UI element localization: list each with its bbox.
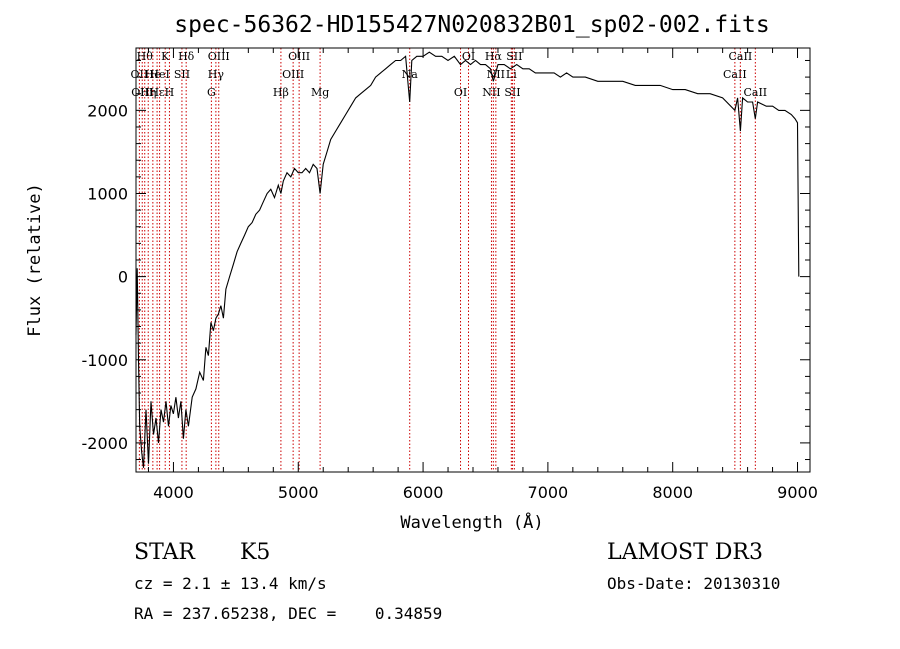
y-axis-label: Flux (relative) — [25, 183, 45, 337]
line-marker-label-4: He — [145, 68, 161, 81]
object-subclass: K5 — [240, 540, 271, 565]
x-tick-label-0: 4000 — [153, 483, 194, 502]
line-markers: OII OIII Hθ Hη He Hε HeI K H SII Hδ G Hγ OIII Hβ OIII OI… — [131, 48, 767, 472]
line-marker-label-19: OI — [454, 86, 467, 99]
line-marker-label-23: NII — [487, 68, 505, 81]
object-class: STAR — [134, 540, 195, 565]
line-marker-label-21: NII — [482, 86, 500, 99]
line-marker-label-24: Li — [506, 68, 517, 81]
line-marker-label-3: Hη — [140, 86, 156, 99]
line-marker-label-10: Hδ — [178, 50, 195, 63]
line-marker-label-6: HeI — [149, 68, 169, 81]
y-tick-label-2: 0 — [118, 268, 128, 287]
y-tick-label-0: -2000 — [82, 434, 129, 453]
axes: 4000 5000 6000 7000 8000 9000 -2000 -1000 0 1000 2… — [82, 48, 818, 502]
line-marker-label-18: Na — [402, 68, 419, 81]
line-marker-label-5: Hε — [149, 86, 165, 99]
plot-frame — [135, 47, 811, 473]
obs-date-text: Obs-Date: 20130310 — [607, 574, 781, 593]
line-marker-label-27: CaII — [723, 68, 747, 81]
line-marker-label-29: CaII — [743, 86, 767, 99]
line-marker-label-16: OIII — [288, 50, 310, 63]
chart-title: spec-56362-HD155427N020832B01_sp02-002.f… — [174, 12, 769, 38]
line-marker-label-7: K — [161, 50, 170, 63]
line-marker-label-11: G — [207, 86, 216, 99]
line-marker-label-8: H — [165, 86, 175, 99]
survey-name: LAMOST DR3 — [607, 540, 763, 565]
radec-text: RA = 237.65238, DEC = 0.34859 — [134, 604, 443, 623]
x-axis-label: Wavelength (Å) — [400, 511, 543, 533]
line-marker-label-12: Hγ — [208, 68, 225, 81]
x-tick-label-2: 6000 — [403, 483, 444, 502]
x-tick-label-5: 9000 — [777, 483, 818, 502]
line-marker-label-14: Hβ — [273, 86, 289, 99]
x-tick-label-3: 7000 — [528, 483, 569, 502]
y-tick-label-4: 2000 — [87, 101, 128, 120]
spectrum-series-line — [135, 51, 800, 468]
line-marker-label-2: Hθ — [137, 50, 154, 63]
line-marker-label-1: OIII — [131, 86, 153, 99]
line-marker-label-15: OIII — [282, 68, 304, 81]
line-marker-label-28: CaII — [729, 50, 753, 63]
redshift-text: cz = 2.1 ± 13.4 km/s — [134, 574, 327, 593]
line-marker-label-17: Mg — [311, 86, 329, 99]
x-tick-label-1: 5000 — [278, 483, 319, 502]
line-marker-label-20: OI — [462, 50, 475, 63]
line-marker-label-22: Hα — [485, 50, 503, 63]
line-marker-label-13: OIII — [208, 50, 230, 63]
line-marker-label-25: SII — [504, 86, 520, 99]
x-tick-label-4: 8000 — [652, 483, 693, 502]
y-tick-label-1: -1000 — [82, 351, 129, 370]
line-marker-label-9: SII — [174, 68, 190, 81]
line-marker-label-26: SII — [506, 50, 522, 63]
line-marker-label-0: OII — [131, 68, 149, 81]
y-tick-label-3: 1000 — [87, 184, 128, 203]
